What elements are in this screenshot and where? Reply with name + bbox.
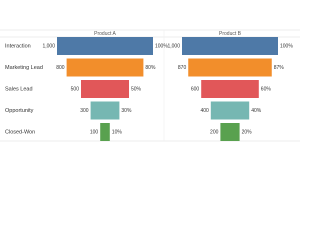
value-label: 400 bbox=[200, 108, 209, 114]
share-label: 10% bbox=[112, 129, 123, 135]
chart: Interaction Marketing Lead Sales Lead Oppor… bbox=[0, 29, 300, 142]
value-label: 870 bbox=[178, 65, 187, 71]
share-label: 50% bbox=[131, 86, 142, 92]
funnel-bar bbox=[81, 80, 129, 98]
share-label: 30% bbox=[121, 108, 132, 114]
value-label: 1,000 bbox=[167, 43, 180, 49]
funnel-bar bbox=[210, 101, 250, 120]
category-label: Interaction bbox=[5, 43, 31, 49]
funnel-bar bbox=[100, 123, 110, 141]
panel-header: Product A bbox=[94, 31, 116, 37]
value-label: 100 bbox=[90, 129, 99, 135]
funnel-bar bbox=[188, 58, 272, 77]
share-label: 20% bbox=[242, 129, 253, 135]
funnel-bar bbox=[57, 37, 153, 55]
page: Interaction Marketing Lead Sales Lead Oppor… bbox=[0, 29, 300, 142]
value-label: 500 bbox=[71, 86, 80, 92]
value-label: 800 bbox=[56, 65, 65, 71]
share-label: 87% bbox=[274, 65, 285, 71]
panel-header: Product B bbox=[219, 31, 242, 37]
share-label: 40% bbox=[251, 108, 262, 114]
funnel-bar bbox=[90, 101, 120, 120]
value-label: 200 bbox=[210, 129, 219, 135]
share-label: 80% bbox=[145, 65, 156, 71]
value-label: 1,000 bbox=[42, 43, 55, 49]
category-label: Opportunity bbox=[5, 108, 34, 114]
funnel-bar bbox=[182, 37, 278, 55]
funnel-bar bbox=[201, 80, 259, 98]
value-label: 300 bbox=[80, 108, 89, 114]
value-label: 600 bbox=[191, 86, 200, 92]
funnel-bar bbox=[220, 123, 240, 141]
category-label: Closed-Won bbox=[5, 129, 35, 135]
share-label: 60% bbox=[261, 86, 272, 92]
funnel-bar bbox=[66, 58, 144, 77]
share-label: 100% bbox=[280, 43, 293, 49]
share-label: 100% bbox=[155, 43, 168, 49]
category-label: Marketing Lead bbox=[5, 65, 43, 71]
category-label: Sales Lead bbox=[5, 86, 33, 92]
